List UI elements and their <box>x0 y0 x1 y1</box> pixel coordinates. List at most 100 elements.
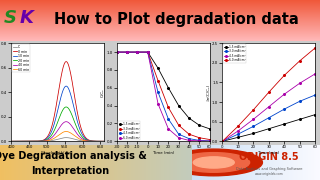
Bar <box>282 145 283 180</box>
0 min <box>77 119 81 121</box>
Bar <box>0 0 37 1</box>
Bar <box>63 145 64 180</box>
Bar <box>285 145 286 180</box>
Bar <box>71 145 73 180</box>
Bar <box>0 14 320 15</box>
Bar <box>29 145 30 180</box>
Bar <box>0 30 320 31</box>
Bar <box>149 145 150 180</box>
6.0 mA/cm² <box>197 140 201 142</box>
Bar <box>0 3 320 4</box>
Bar <box>0 17 37 18</box>
Line: 10 min: 10 min <box>11 86 104 141</box>
Bar <box>64 145 65 180</box>
4.5 mA/cm² <box>135 51 139 53</box>
Bar <box>206 145 207 180</box>
Bar <box>296 145 297 180</box>
Bar <box>301 145 302 180</box>
Bar <box>233 145 234 180</box>
4.5 mA/cm² <box>166 118 170 120</box>
Bar <box>116 145 117 180</box>
10 min <box>102 140 106 142</box>
20 min <box>20 140 24 142</box>
Bar <box>238 145 239 180</box>
Bar <box>289 145 290 180</box>
Bar <box>195 145 196 180</box>
Bar <box>0 11 320 12</box>
10 min <box>46 136 50 139</box>
Bar <box>240 145 241 180</box>
6.0 mA/cm² <box>166 128 170 130</box>
Bar <box>298 145 300 180</box>
Bar <box>248 145 250 180</box>
Bar <box>117 145 118 180</box>
Bar <box>244 145 246 180</box>
Bar <box>298 145 299 180</box>
Bar <box>260 145 261 180</box>
Bar <box>67 145 68 180</box>
Bar <box>0 4 37 5</box>
Bar <box>251 145 252 180</box>
Bar <box>211 145 212 180</box>
Bar <box>204 145 205 180</box>
Bar <box>0 37 320 38</box>
Bar <box>276 145 277 180</box>
3.0 mA/cm² <box>197 137 201 139</box>
Line: 0 min: 0 min <box>11 62 104 141</box>
Line: 6.0 mA/cm²: 6.0 mA/cm² <box>221 47 316 142</box>
Bar <box>292 145 293 180</box>
Bar <box>0 39 37 40</box>
Bar <box>259 145 260 180</box>
Bar <box>131 145 132 180</box>
Bar <box>242 145 243 180</box>
Bar <box>261 145 262 180</box>
3.0 mA/cm² <box>252 125 255 127</box>
Bar <box>300 145 301 180</box>
C <box>76 139 80 141</box>
60 min <box>68 131 72 134</box>
1.5 mA/cm² <box>236 136 240 138</box>
6.0 mA/cm² <box>156 103 160 105</box>
X-axis label: Time (min): Time (min) <box>258 151 279 155</box>
Bar <box>0 14 37 15</box>
Bar <box>316 145 317 180</box>
Bar <box>0 18 320 19</box>
Bar <box>201 145 202 180</box>
Bar <box>0 21 37 22</box>
6.0 mA/cm² <box>267 91 271 93</box>
Bar <box>0 33 37 34</box>
20 min <box>68 109 72 112</box>
0 min <box>9 140 13 142</box>
Bar <box>86 145 87 180</box>
6.0 mA/cm² <box>252 109 255 111</box>
Bar <box>294 145 296 180</box>
Bar <box>215 145 217 180</box>
Line: 6.0 mA/cm²: 6.0 mA/cm² <box>116 51 211 142</box>
C <box>77 139 81 141</box>
Bar <box>216 145 218 180</box>
Y-axis label: -ln(C/C₀): -ln(C/C₀) <box>207 84 211 101</box>
Bar <box>0 31 320 32</box>
Bar <box>241 145 242 180</box>
Bar <box>265 145 266 180</box>
40 min <box>102 140 106 142</box>
Bar <box>288 145 289 180</box>
C <box>68 137 72 139</box>
Bar <box>10 145 11 180</box>
Bar <box>45 145 46 180</box>
6.0 mA/cm² <box>125 51 129 53</box>
Bar <box>243 145 244 180</box>
Bar <box>125 145 126 180</box>
Bar <box>124 145 125 180</box>
Bar <box>306 145 307 180</box>
Bar <box>218 145 219 180</box>
Bar <box>308 145 310 180</box>
Bar <box>251 145 252 180</box>
Bar <box>170 145 171 180</box>
Bar <box>0 12 37 13</box>
Bar <box>0 7 37 8</box>
Bar <box>229 145 230 180</box>
Bar <box>224 145 225 180</box>
Bar <box>98 145 99 180</box>
1.5 mA/cm² <box>156 67 160 69</box>
